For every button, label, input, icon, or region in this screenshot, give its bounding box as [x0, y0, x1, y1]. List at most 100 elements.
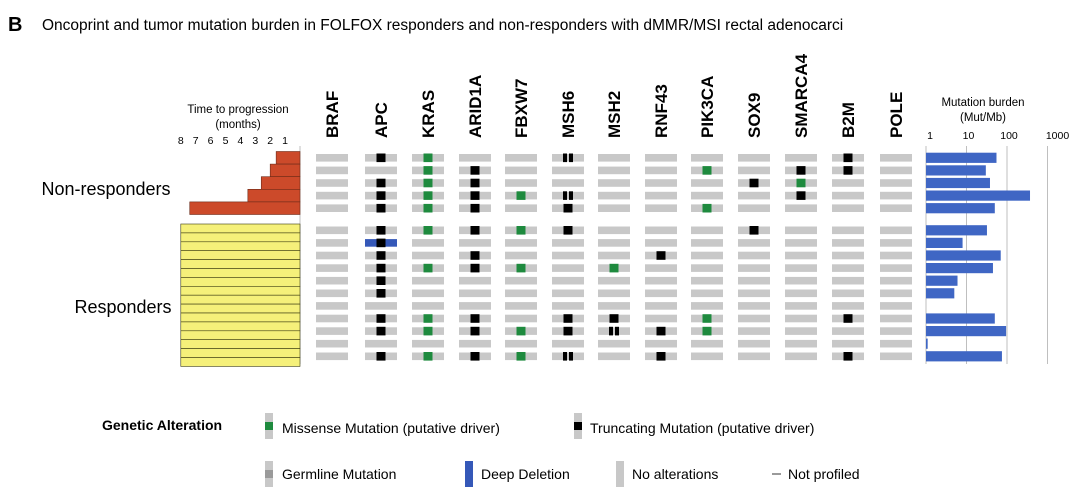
- tmb-bar-responder: [926, 351, 1002, 362]
- legend-truncating: Truncating Mutation (putative driver): [574, 413, 814, 439]
- ttp-bar-responder: [180, 348, 301, 358]
- missense-mark: [702, 166, 712, 175]
- oncoprint-cell: [598, 226, 630, 235]
- nonresponders-label: Non-responders: [41, 179, 170, 199]
- missense-mark: [796, 178, 806, 188]
- missense-mark: [423, 326, 433, 336]
- ttp-bar-responder: [180, 321, 301, 332]
- ttp-tick-label: 5: [223, 135, 229, 147]
- oncoprint-cell: [645, 166, 677, 175]
- legend-germline-label: Germline Mutation: [282, 466, 396, 482]
- oncoprint-cell: [880, 251, 912, 260]
- oncoprint-cell: [880, 276, 912, 285]
- truncating-mark: [470, 226, 480, 235]
- oncoprint-cell: [738, 251, 770, 260]
- gene-header-msh6: MSH6: [559, 91, 578, 138]
- oncoprint-cell: [832, 251, 864, 260]
- oncoprint-cell: [598, 276, 630, 285]
- truncating-mark: [376, 178, 386, 188]
- ttp-bar-responder: [180, 330, 301, 340]
- missense-mark: [702, 326, 712, 336]
- tmb-bar-nonresponder: [926, 203, 995, 214]
- oncoprint-cell: [459, 276, 491, 285]
- oncoprint-cell: [880, 179, 912, 187]
- truncating-mark: [796, 166, 806, 175]
- legend-no-alterations-swatch: [616, 461, 624, 487]
- oncoprint-cell: [505, 289, 537, 298]
- gene-header-braf: BRAF: [323, 91, 342, 138]
- oncoprint-cell: [832, 302, 864, 310]
- legend-no-alterations: No alterations: [616, 461, 718, 487]
- oncoprint-cell: [691, 251, 723, 260]
- tmb-bar-responder: [926, 313, 995, 324]
- oncoprint-cell: [505, 166, 537, 175]
- oncoprint-cell: [832, 276, 864, 285]
- tmb-tick-label: 100: [1000, 130, 1018, 142]
- ttp-tick-label: 8: [178, 135, 184, 147]
- missense-mark: [423, 178, 433, 188]
- oncoprint-cell: [645, 204, 677, 212]
- oncoprint-cell: [738, 339, 770, 348]
- truncating-mark: [376, 352, 386, 361]
- tmb-title: Mutation burden: [941, 97, 1024, 109]
- oncoprint-cell: [880, 204, 912, 212]
- oncoprint-cell: [316, 264, 348, 272]
- oncoprint-cell: [598, 239, 630, 247]
- oncoprint-cell: [738, 289, 770, 298]
- truncating-mark: [615, 326, 619, 336]
- oncoprint-cell: [412, 302, 444, 310]
- oncoprint-cell: [691, 264, 723, 272]
- oncoprint-cell: [412, 276, 444, 285]
- legend-deep-deletion-swatch: [465, 461, 473, 487]
- oncoprint-cell: [598, 289, 630, 298]
- truncating-mark: [470, 263, 480, 273]
- oncoprint-cell: [316, 314, 348, 323]
- oncoprint-cell: [832, 289, 864, 298]
- oncoprint-cell: [738, 264, 770, 272]
- truncating-mark: [563, 226, 573, 235]
- oncoprint-cell: [691, 276, 723, 285]
- legend-truncating-swatch: [574, 422, 582, 430]
- tmb-bar-responder: [926, 225, 987, 236]
- truncating-mark: [569, 352, 573, 361]
- missense-mark: [516, 226, 526, 235]
- truncating-mark: [569, 153, 573, 163]
- oncoprint-cell: [645, 191, 677, 200]
- oncoprint-cell: [598, 191, 630, 200]
- oncoprint-cell: [738, 302, 770, 310]
- missense-mark: [423, 191, 433, 200]
- gene-header-rnf43: RNF43: [652, 84, 671, 138]
- oncoprint-cell: [785, 226, 817, 235]
- oncoprint-cell: [316, 251, 348, 260]
- ttp-bar-responder: [180, 303, 301, 314]
- oncoprint-cell: [552, 251, 584, 260]
- oncoprint-cell: [645, 302, 677, 310]
- oncoprint-cell: [552, 276, 584, 285]
- oncoprint-cell: [880, 289, 912, 298]
- missense-mark: [516, 191, 526, 200]
- oncoprint-cell: [691, 239, 723, 247]
- truncating-mark: [470, 352, 480, 361]
- truncating-mark: [609, 326, 613, 336]
- ttp-bar-nonresponder: [189, 201, 301, 215]
- legend-missense-swatch: [265, 422, 273, 430]
- oncoprint-cell: [459, 239, 491, 247]
- legend-not-profiled-label: Not profiled: [788, 466, 860, 482]
- missense-mark: [516, 326, 526, 336]
- oncoprint-cell: [598, 204, 630, 212]
- missense-mark: [516, 352, 526, 361]
- ttp-tick-label: 2: [267, 135, 273, 147]
- oncoprint-cell: [645, 276, 677, 285]
- ttp-bar-nonresponder: [275, 151, 301, 165]
- oncoprint-cell: [785, 276, 817, 285]
- ttp-bars: [180, 151, 301, 367]
- oncoprint-cell: [645, 179, 677, 187]
- oncoprint-cell: [691, 191, 723, 200]
- missense-mark: [423, 352, 433, 361]
- oncoprint-cell: [316, 289, 348, 298]
- oncoprint-cell: [412, 289, 444, 298]
- gene-headers: BRAF APC KRAS ARID1A FBXW7 MSH6 MSH2 RNF43 PIK3C…: [323, 53, 906, 138]
- truncating-mark: [376, 289, 386, 298]
- oncoprint-cell: [505, 314, 537, 323]
- legend-no-alterations-label: No alterations: [632, 466, 718, 482]
